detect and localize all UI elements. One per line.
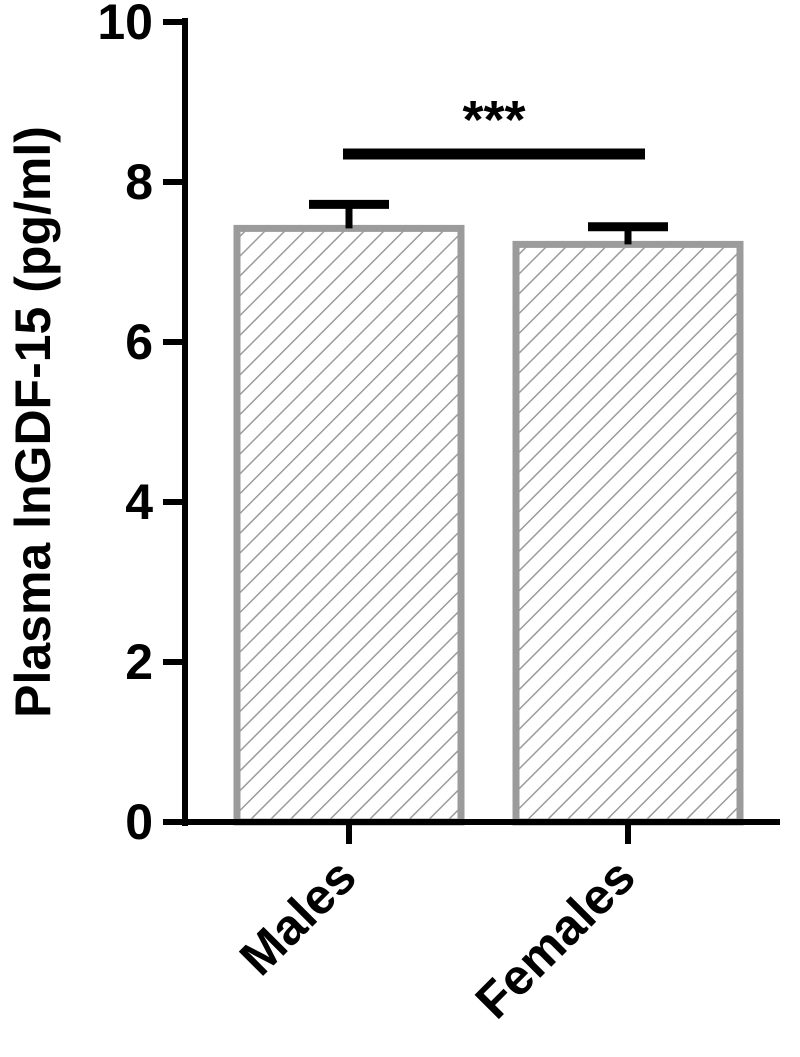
x-tick-label-females: Females [465,848,646,1029]
y-tick-label-10: 10 [97,0,153,50]
y-tick-label-4: 4 [125,474,153,530]
y-tick-label-8: 8 [125,154,153,210]
bars-layer [233,224,744,826]
y-tick-label-2: 2 [125,634,153,690]
x-tick-label-males: Males [229,848,367,986]
annotations-layer: *** [343,90,645,160]
error-bars-layer [309,199,668,245]
bar-males [233,224,465,826]
significance-label: *** [462,90,525,150]
y-tick-label-6: 6 [125,314,153,370]
y-tick-label-0: 0 [125,794,153,850]
y-axis-title: Plasma lnGDF-15 (pg/ml) [5,126,61,718]
bar-females [512,240,744,826]
axes-layer [163,18,780,844]
